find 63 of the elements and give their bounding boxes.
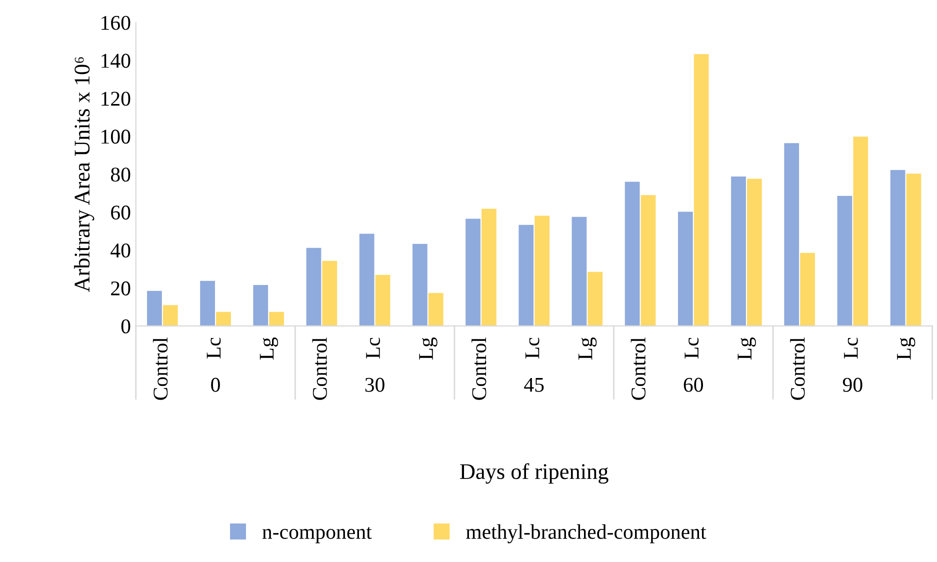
bar <box>588 272 603 326</box>
legend-label: methyl-branched-component <box>466 524 706 544</box>
bar <box>466 218 480 326</box>
bar <box>200 280 215 326</box>
bar <box>800 252 815 326</box>
bar <box>359 234 374 326</box>
bar <box>412 244 428 326</box>
text: 0 <box>211 378 220 392</box>
y-tick-label: 40 <box>110 243 130 258</box>
bar <box>482 208 496 326</box>
x-tick-label: Lc <box>206 338 221 358</box>
y-tick-label: 20 <box>111 281 130 296</box>
bar <box>731 176 746 326</box>
x-tick-label: Lg <box>578 337 597 360</box>
y-axis-title: Arbitrary Area Units x 10⁶ <box>74 57 94 292</box>
y-tick-label: 120 <box>102 92 130 106</box>
bar <box>747 178 762 326</box>
x-tick-label: Control <box>790 337 805 400</box>
x-tick-label: Lc <box>844 338 858 358</box>
bar <box>784 143 800 326</box>
y-tick-label: 0 <box>121 319 130 334</box>
y-tick-label: 140 <box>102 54 130 68</box>
x-tick-label: Lg <box>419 337 438 360</box>
y-tick-label: 60 <box>111 206 130 220</box>
text: 60 <box>684 378 703 392</box>
bar <box>694 54 709 326</box>
bar <box>837 196 852 326</box>
x-tick-label: Lc <box>684 338 699 358</box>
x-tick-label: Lc <box>525 338 540 358</box>
y-tick-label: 160 <box>102 16 130 30</box>
bar <box>162 305 178 326</box>
bar <box>678 212 693 326</box>
text: 30 <box>365 378 384 392</box>
x-tick-label: Control <box>312 337 327 400</box>
x-tick-label: Lg <box>897 337 916 360</box>
bar <box>216 312 231 326</box>
bar <box>518 224 534 326</box>
bar <box>572 216 587 326</box>
text: 90 <box>842 378 862 392</box>
x-tick-label: Control <box>472 337 486 400</box>
bar <box>906 174 922 326</box>
bar <box>853 136 868 326</box>
bar <box>428 292 444 326</box>
bar <box>534 216 550 326</box>
bar <box>375 274 390 326</box>
x-tick-label: Control <box>630 337 646 400</box>
x-tick-label: Lc <box>366 338 380 358</box>
bar <box>890 170 906 326</box>
x-tick-label: Control <box>152 337 168 400</box>
bar <box>624 182 640 326</box>
bar <box>253 284 268 326</box>
text: 45 <box>524 378 544 392</box>
bar <box>306 248 322 326</box>
y-tick-label: 100 <box>102 130 130 144</box>
bar <box>147 290 162 326</box>
bar <box>322 260 338 326</box>
bar <box>640 195 656 326</box>
bar <box>269 312 284 326</box>
legend-label: n-component <box>262 527 372 544</box>
y-tick-label: 80 <box>110 168 130 182</box>
x-tick-label: Lg <box>260 337 278 360</box>
x-axis-title: Days of ripening <box>460 463 608 484</box>
x-tick-label: Lg <box>738 337 756 360</box>
